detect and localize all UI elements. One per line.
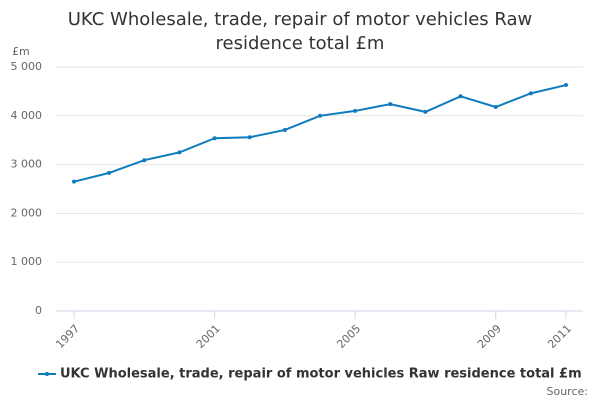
y-tick-label: 1 000 [11,255,43,268]
legend-marker [45,372,49,376]
legend-label: UKC Wholesale, trade, repair of motor ve… [60,367,582,382]
data-point [142,158,147,163]
y-tick-label: 3 000 [11,158,43,171]
data-point [564,83,568,88]
x-tick-label: 2009 [475,322,504,351]
x-tick-label: 2011 [545,322,574,351]
x-tick-label: 1997 [53,322,82,351]
data-point [107,170,112,175]
series-line [73,84,567,183]
data-point [247,135,252,140]
data-point [528,91,533,96]
y-unit: £m [12,45,30,58]
data-point [353,108,358,113]
y-tick-label: 0 [35,304,42,317]
data-point [72,179,76,184]
data-point [177,150,182,155]
y-tick-label: 5 000 [11,60,43,73]
data-point [282,127,287,132]
data-point [493,105,498,110]
source: Source: [547,385,589,398]
x-tick-label: 2001 [194,322,223,351]
data-point [423,109,428,114]
x-tick-label: 2005 [334,322,363,351]
y-tick-label: 2 000 [11,206,43,219]
data-point [318,113,322,118]
data-point [458,94,463,99]
data-point [388,102,393,107]
y-tick-label: 4 000 [11,109,43,122]
chart-title: UKC Wholesale, trade, repair of motor ve… [67,9,533,54]
data-point [212,136,217,141]
